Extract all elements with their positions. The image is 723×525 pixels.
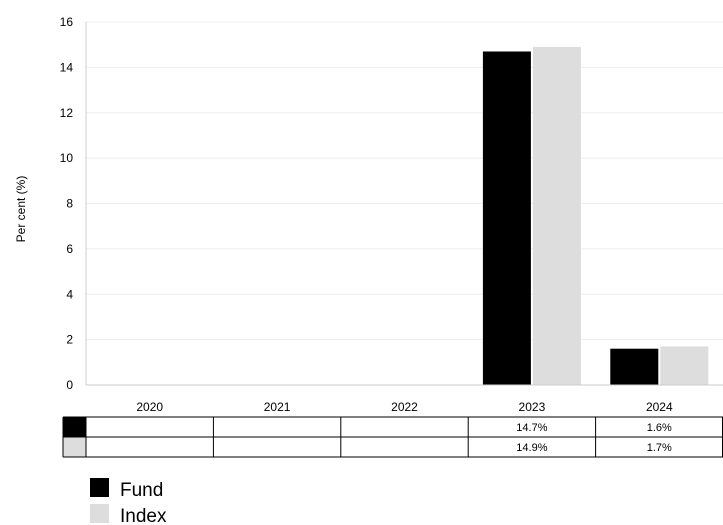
bar-fund-2023 (482, 51, 531, 386)
data-label: 14.9% (516, 442, 547, 454)
legend: Fund Index (90, 478, 167, 525)
data-table: 2020 2021 2022 2023 2024 14.7% 1.6% 14.9% 1.7% (62, 400, 723, 458)
x-tick-label: 2023 (519, 400, 546, 414)
y-tick-label: 8 (66, 197, 73, 211)
table-swatch-index (63, 437, 86, 457)
y-tick-label: 2 (66, 333, 73, 347)
x-tick-label: 2022 (391, 400, 418, 414)
table-swatch-fund (63, 417, 86, 437)
legend-label: Index (120, 506, 167, 525)
bar-fund-2024 (610, 348, 659, 385)
bar-index-2023 (532, 46, 581, 386)
y-tick-label: 0 (66, 378, 73, 392)
y-tick-label: 16 (60, 15, 74, 29)
x-tick-label: 2020 (136, 400, 163, 414)
data-label: 1.7% (647, 442, 672, 454)
bars (482, 46, 709, 386)
x-tick-label: 2021 (264, 400, 291, 414)
y-tick-label: 12 (60, 106, 74, 120)
data-label: 14.7% (516, 422, 547, 434)
y-tick-label: 4 (66, 287, 73, 301)
legend-swatch-index (90, 504, 109, 523)
y-tick-label: 10 (60, 151, 74, 165)
y-axis-ticks: 0 2 4 6 8 10 12 14 16 (60, 15, 74, 392)
gridlines (86, 21, 723, 341)
x-tick-label: 2024 (646, 400, 673, 414)
bar-index-2024 (660, 346, 709, 385)
legend-swatch-fund (90, 478, 109, 497)
legend-label: Fund (120, 480, 163, 501)
data-label: 1.6% (647, 422, 672, 434)
y-axis-label: Per cent (%) (14, 176, 28, 243)
y-tick-label: 6 (66, 242, 73, 256)
y-tick-label: 14 (60, 60, 74, 74)
